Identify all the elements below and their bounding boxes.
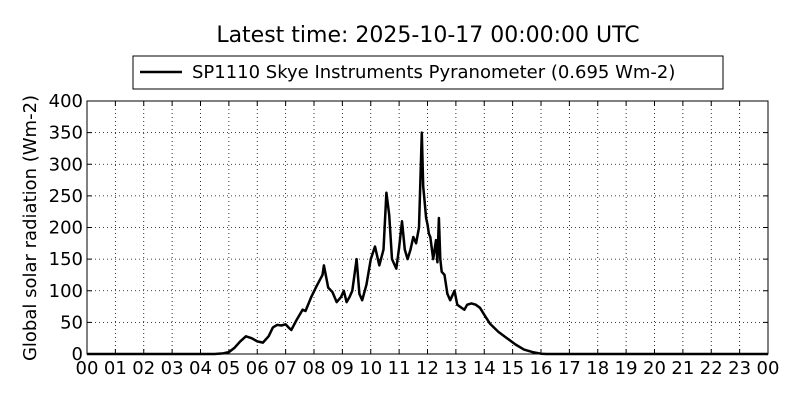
x-tick-label: 16 [530,358,553,379]
y-tick-label: 400 [49,91,83,112]
x-tick-label: 00 [76,358,99,379]
x-tick-label: 14 [473,358,496,379]
y-tick-label: 300 [49,154,83,175]
x-tick-label: 13 [444,358,467,379]
x-tick-label: 09 [331,358,354,379]
x-tick-label: 15 [501,358,524,379]
x-tick-labels: 00 01 02 03 04 05 06 07 08 09 10 11 12 13 14 15 16 17 18 19… [76,358,780,379]
x-tick-label: 19 [615,358,638,379]
x-tick-label: 23 [728,358,751,379]
chart-title: Latest time: 2025-10-17 00:00:00 UTC [216,23,639,48]
x-tick-label: 12 [416,358,439,379]
x-tick-label: 08 [303,358,326,379]
y-tick-label: 0 [72,344,83,365]
x-tick-label: 03 [161,358,184,379]
x-tick-label: 07 [274,358,297,379]
x-tick-label: 05 [217,358,240,379]
x-tick-label: 18 [586,358,609,379]
series-layer [87,131,768,356]
legend-box [132,55,724,90]
y-tick-label: 250 [49,186,83,207]
x-tick-label: 06 [246,358,269,379]
x-tick-label: 04 [189,358,212,379]
legend-series-label: SP1110 Skye Instruments Pyranometer (0.6… [192,62,675,83]
x-tick-label: 01 [104,358,127,379]
x-tick-label: 20 [643,358,666,379]
x-tick-label: 11 [388,358,411,379]
y-tick-label: 50 [60,312,83,333]
x-tick-label: 10 [359,358,382,379]
y-axis-label: Global solar radiation (Wm-2) [20,95,41,361]
x-tick-label: 22 [700,358,723,379]
y-tick-label: 150 [49,249,83,270]
series-line [87,131,768,356]
y-tick-labels: 0 50 100 150 200 250 300 350 400 [49,91,83,365]
x-tick-label: 00 [757,358,780,379]
y-tick-label: 100 [49,281,83,302]
x-tick-label: 17 [558,358,581,379]
axis-ticks [86,100,769,355]
y-tick-label: 350 [49,123,83,144]
x-tick-label: 02 [132,358,155,379]
y-tick-label: 200 [49,218,83,239]
x-tick-label: 21 [671,358,694,379]
